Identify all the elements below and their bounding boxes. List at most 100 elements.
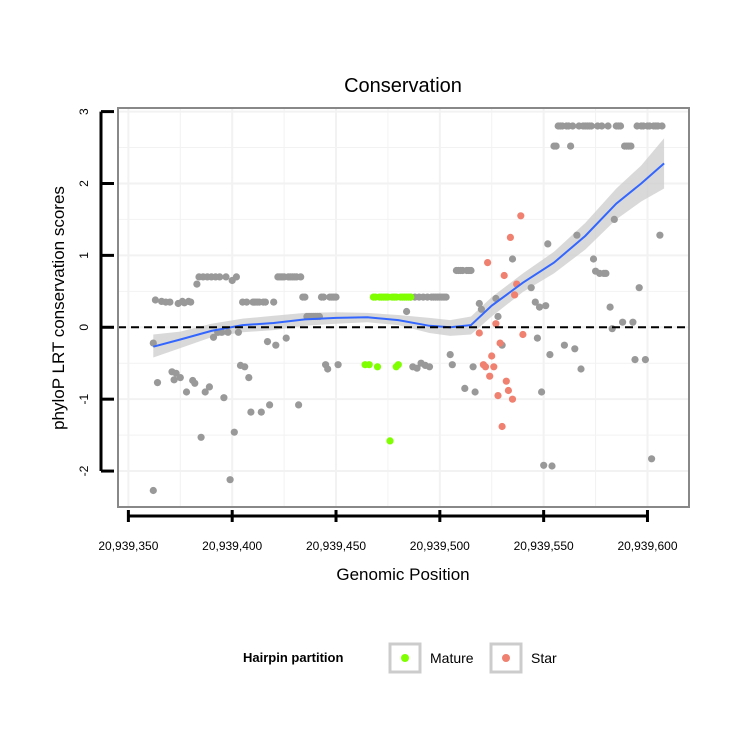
plot-background	[118, 108, 689, 507]
x-tick-label: 20,939,500	[410, 539, 470, 553]
point-mature	[386, 437, 394, 445]
point-star	[519, 330, 527, 339]
point-other	[602, 269, 610, 277]
legend-label-mature: Mature	[430, 650, 474, 666]
point-other	[629, 318, 637, 326]
point-other	[149, 486, 157, 495]
point-other	[176, 374, 184, 382]
point-mature	[392, 363, 400, 371]
point-other	[270, 298, 278, 306]
point-star	[488, 352, 496, 360]
point-other	[540, 461, 548, 469]
point-other	[220, 394, 228, 402]
point-other	[475, 299, 483, 308]
point-other	[301, 293, 309, 301]
point-other	[197, 433, 205, 441]
point-other	[241, 363, 249, 371]
point-other	[627, 142, 635, 150]
point-other	[608, 325, 616, 333]
y-tick-label: 2	[77, 180, 91, 187]
smooth-line-group	[153, 162, 665, 348]
y-tick-label: 0	[77, 324, 91, 331]
x-tick-label: 20,939,600	[617, 539, 677, 553]
confidence-band-area	[153, 138, 665, 358]
x-tick-label: 20,939,550	[514, 539, 574, 553]
point-other	[527, 284, 535, 292]
point-other	[616, 122, 625, 130]
point-other	[224, 328, 232, 336]
y-tick-label: -2	[77, 465, 91, 476]
point-other	[297, 273, 305, 281]
point-other	[230, 428, 238, 436]
point-other	[266, 401, 274, 409]
point-other	[658, 122, 666, 130]
point-other	[587, 122, 596, 130]
point-other	[234, 328, 242, 336]
x-axis-label: Genomic Position	[336, 565, 469, 584]
point-other	[461, 384, 469, 392]
smooth-line	[153, 162, 665, 348]
y-tick-label: -1	[77, 394, 91, 405]
point-other	[232, 273, 240, 281]
point-other	[631, 356, 639, 364]
point-other	[469, 363, 477, 371]
point-other	[533, 334, 542, 342]
point-other	[544, 240, 552, 248]
point-other	[166, 298, 174, 306]
point-other	[610, 215, 618, 223]
point-other	[573, 231, 581, 239]
point-star	[475, 329, 483, 337]
point-other	[494, 312, 502, 321]
point-other	[548, 462, 556, 470]
legend-title: Hairpin partition	[243, 650, 343, 665]
point-star	[490, 363, 498, 371]
point-other	[442, 293, 450, 301]
point-star	[517, 212, 525, 220]
point-star	[506, 233, 514, 241]
point-other	[209, 333, 218, 341]
legend-key-mature-box	[388, 642, 422, 674]
point-other	[477, 305, 485, 313]
x-tick-label: 20,939,350	[98, 539, 158, 553]
plot-border	[117, 107, 690, 508]
confidence-band	[153, 138, 665, 358]
point-mature	[373, 363, 382, 371]
point-other	[425, 363, 434, 371]
point-other	[201, 388, 209, 396]
legend-key-star-box	[489, 642, 523, 674]
point-other	[205, 383, 213, 391]
y-tick-label: 1	[77, 252, 91, 259]
point-other	[243, 298, 251, 306]
legend: Hairpin partition Mature Star	[243, 642, 557, 674]
point-other	[542, 302, 550, 310]
point-other	[191, 379, 199, 387]
y-axis-label: phyloP LRT conservation scores	[49, 186, 68, 430]
point-other	[182, 388, 191, 396]
point-other	[571, 345, 579, 353]
plot-area	[117, 107, 690, 508]
point-other	[604, 122, 612, 130]
point-other	[446, 351, 454, 359]
point-other	[170, 376, 178, 384]
legend-key-mature	[401, 654, 409, 662]
point-other	[508, 255, 517, 263]
point-other	[552, 142, 560, 150]
point-other	[641, 356, 650, 364]
point-other	[332, 293, 340, 301]
point-mature	[407, 293, 415, 301]
point-other	[226, 476, 234, 484]
point-other	[153, 379, 162, 387]
point-other	[413, 364, 421, 372]
point-star	[492, 320, 500, 328]
point-star	[510, 291, 519, 299]
point-other	[546, 351, 554, 359]
point-other	[295, 401, 303, 409]
point-other	[218, 328, 226, 336]
point-other	[257, 408, 265, 416]
point-other	[656, 231, 664, 239]
point-other	[448, 361, 456, 369]
point-other	[648, 455, 656, 463]
point-other	[467, 266, 475, 275]
y-axis: -2 -1 0 1 2 3	[77, 108, 114, 476]
